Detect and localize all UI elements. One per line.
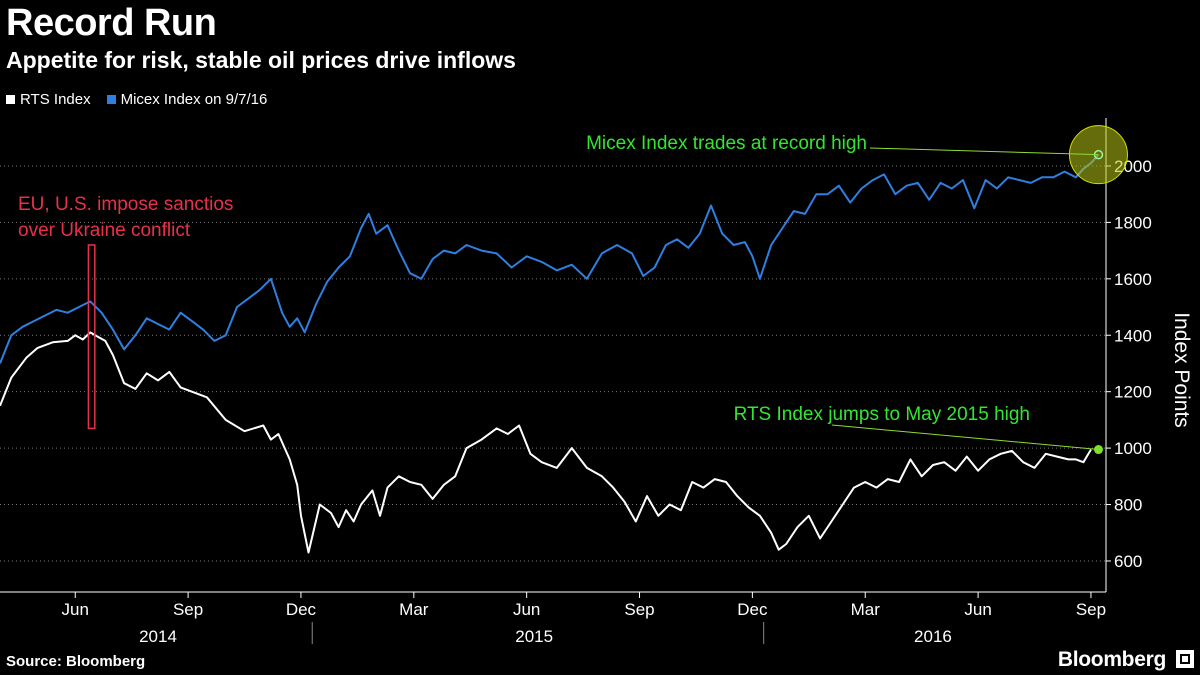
year-label: 2016: [914, 627, 952, 646]
y-tick-label: 600: [1114, 552, 1142, 571]
x-axis-ticks: Jun Sep Dec Mar Jun Sep Dec Mar Jun Sep 2014 2015 20…: [62, 592, 1106, 646]
legend-label-rts: RTS Index: [20, 91, 91, 108]
y-tick-label: 1400: [1114, 326, 1152, 345]
y-axis-title: Index Points: [1170, 312, 1193, 428]
y-tick-label: 1200: [1114, 383, 1152, 402]
y-tick-label: 1800: [1114, 213, 1152, 232]
micex-series-line: [0, 154, 1100, 364]
sanctions-marker: [87, 244, 96, 430]
micex-annotation: Micex Index trades at record high: [586, 133, 867, 154]
annotation-layer: EU, U.S. impose sanctios over Ukraine co…: [18, 125, 1128, 455]
legend-label-micex: Micex Index on 9/7/16: [120, 91, 268, 108]
chart-title: Record Run: [6, 2, 217, 44]
y-tick-label: 1600: [1114, 270, 1152, 289]
x-tick-label: Dec: [286, 600, 317, 619]
x-tick-label: Sep: [1076, 600, 1106, 619]
x-tick-label: Jun: [513, 600, 540, 619]
x-tick-label: Jun: [62, 600, 89, 619]
rts-annotation: RTS Index jumps to May 2015 high: [734, 404, 1030, 425]
sanctions-annotation-line2: over Ukraine conflict: [18, 220, 191, 241]
year-label: 2015: [515, 627, 553, 646]
x-tick-label: Mar: [399, 600, 429, 619]
x-tick-label: Dec: [737, 600, 768, 619]
source-note: Source: Bloomberg: [6, 653, 146, 670]
micex-annotation-leader: [869, 147, 1099, 156]
year-label: 2014: [139, 627, 177, 646]
sanctions-annotation-line1: EU, U.S. impose sanctios: [18, 194, 233, 215]
gridlines: [0, 165, 1106, 562]
x-tick-label: Jun: [964, 600, 991, 619]
y-tick-label: 800: [1114, 496, 1142, 515]
legend-item-micex: Micex Index on 9/7/16: [106, 91, 268, 108]
brand-logo: Bloomberg: [1057, 648, 1166, 671]
legend: RTS Index Micex Index on 9/7/16: [6, 91, 267, 108]
legend-swatch-micex: [106, 95, 116, 104]
bloomberg-icon: [1176, 650, 1194, 668]
x-tick-label: Sep: [624, 600, 654, 619]
rts-series-line: [0, 331, 1092, 554]
legend-swatch-rts: [6, 95, 15, 104]
series-layer: [0, 154, 1100, 554]
legend-item-rts: RTS Index: [6, 91, 91, 108]
rts-annotation-leader: [831, 424, 1099, 451]
x-tick-label: Sep: [173, 600, 203, 619]
y-tick-label: 1000: [1114, 439, 1152, 458]
chart-subtitle: Appetite for risk, stable oil prices dri…: [6, 47, 516, 73]
x-tick-label: Mar: [851, 600, 881, 619]
